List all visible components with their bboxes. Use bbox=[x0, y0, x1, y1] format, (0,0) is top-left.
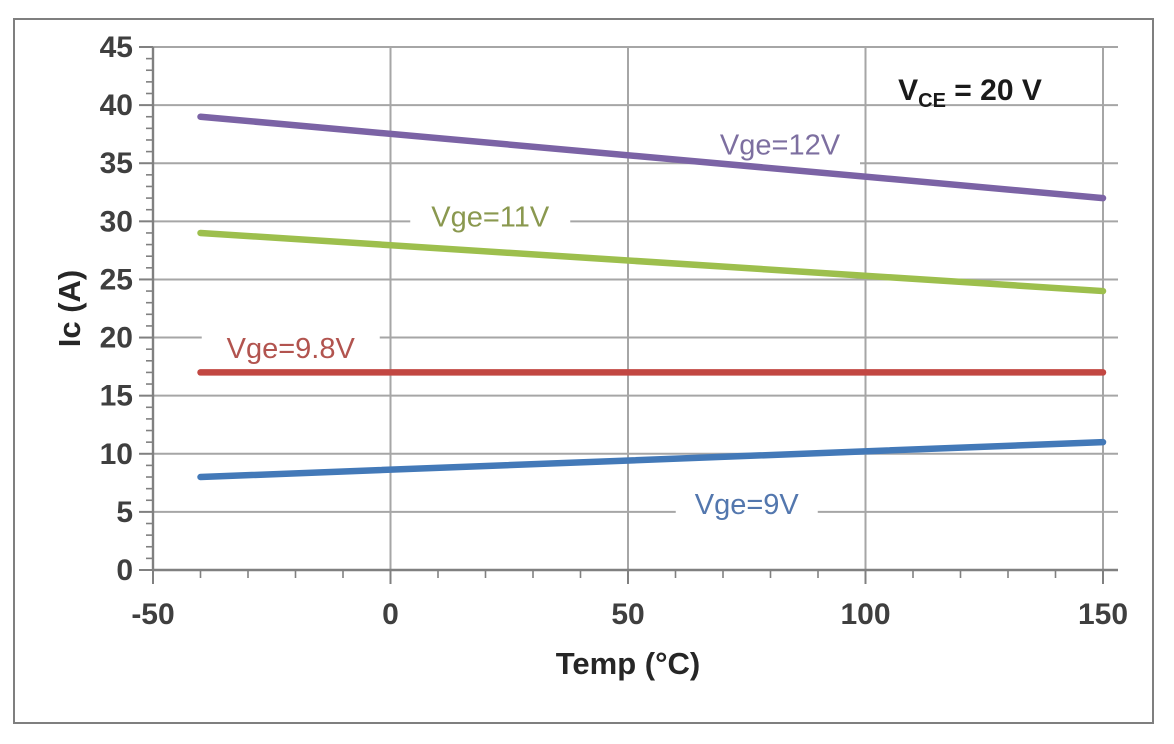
y-tick-label-0: 0 bbox=[116, 554, 133, 587]
series-line-vge-12v bbox=[197, 113, 1107, 202]
y-tick-label-30: 30 bbox=[100, 205, 133, 238]
series-label-bg-vge-9-8v bbox=[201, 321, 380, 376]
y-tick-label-20: 20 bbox=[100, 322, 133, 355]
series-label-bg-vge-11v bbox=[410, 189, 571, 244]
x-tick-label-150: 150 bbox=[1078, 598, 1128, 631]
x-tick-label-100: 100 bbox=[840, 598, 890, 631]
series-label-vge-9-8v: Vge=9.8V bbox=[227, 333, 356, 365]
x-axis-title: Temp (°C) bbox=[556, 646, 700, 681]
vce-annotation-pre: V bbox=[898, 74, 918, 107]
x-tick-label--50: -50 bbox=[131, 598, 174, 631]
y-tick-label-5: 5 bbox=[116, 496, 133, 529]
y-tick-label-35: 35 bbox=[100, 147, 133, 180]
series-line-vge-11v bbox=[197, 229, 1107, 295]
vce-annotation: VCE = 20 V bbox=[898, 74, 1042, 112]
y-tick-label-45: 45 bbox=[100, 31, 133, 64]
x-tick-label-50: 50 bbox=[611, 598, 644, 631]
vce-annotation-sub: CE bbox=[918, 90, 946, 112]
y-tick-label-10: 10 bbox=[100, 438, 133, 471]
y-tick-label-40: 40 bbox=[100, 89, 133, 122]
y-axis-title: Ic (A) bbox=[52, 270, 87, 348]
series-label-vge-12v: Vge=12V bbox=[720, 130, 841, 162]
y-tick-label-15: 15 bbox=[100, 380, 133, 413]
series-line-vge-9v bbox=[197, 438, 1107, 481]
series-label-vge-11v: Vge=11V bbox=[431, 202, 550, 234]
y-tick-label-25: 25 bbox=[100, 263, 133, 296]
series-label-vge-9v: Vge=9V bbox=[695, 489, 800, 521]
series-label-bg-vge-9v bbox=[675, 476, 818, 531]
x-tick-label-0: 0 bbox=[382, 598, 399, 631]
vce-annotation-post: = 20 V bbox=[946, 74, 1042, 107]
